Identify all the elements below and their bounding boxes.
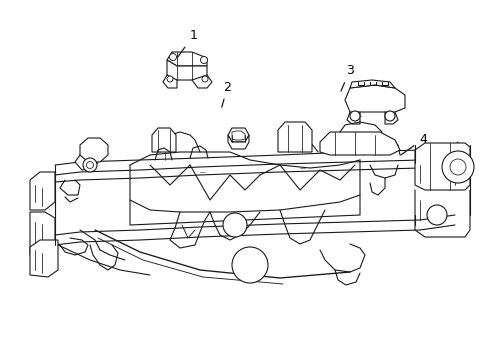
Circle shape (441, 151, 473, 183)
Circle shape (202, 76, 207, 82)
Polygon shape (167, 52, 206, 66)
Polygon shape (30, 172, 55, 210)
Circle shape (83, 158, 97, 172)
Circle shape (449, 159, 465, 175)
Polygon shape (30, 240, 58, 277)
Text: 4: 4 (400, 133, 426, 155)
Polygon shape (227, 135, 248, 149)
Circle shape (426, 205, 446, 225)
Polygon shape (30, 212, 55, 258)
Polygon shape (319, 132, 399, 155)
Text: 1: 1 (177, 29, 197, 57)
Circle shape (167, 76, 173, 82)
Circle shape (223, 213, 246, 237)
Circle shape (86, 162, 93, 168)
Text: 2: 2 (222, 81, 231, 107)
Circle shape (231, 247, 267, 283)
Polygon shape (278, 122, 311, 152)
Polygon shape (75, 152, 98, 170)
Polygon shape (152, 128, 176, 152)
Polygon shape (80, 138, 108, 162)
Circle shape (349, 111, 359, 121)
Circle shape (384, 111, 394, 121)
Polygon shape (349, 80, 394, 88)
Polygon shape (227, 128, 248, 142)
Text: 3: 3 (340, 64, 353, 91)
Circle shape (169, 54, 176, 60)
Polygon shape (414, 143, 469, 190)
Circle shape (200, 57, 207, 63)
Polygon shape (231, 131, 244, 140)
Polygon shape (167, 60, 206, 80)
Polygon shape (345, 85, 404, 112)
